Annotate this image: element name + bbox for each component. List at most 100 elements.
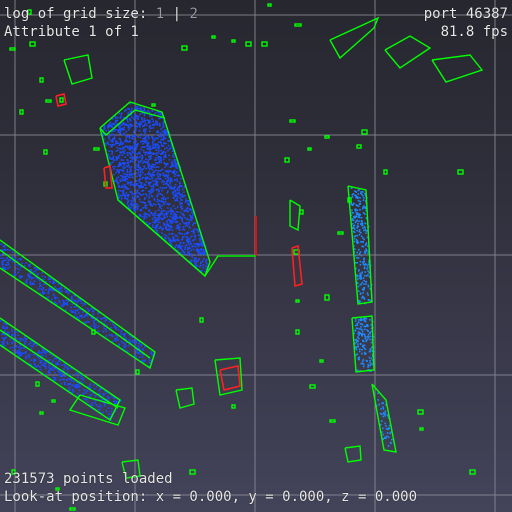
point <box>67 302 69 304</box>
point <box>45 289 47 291</box>
point <box>45 368 47 370</box>
point <box>170 226 172 228</box>
point <box>356 197 358 199</box>
point <box>57 362 59 364</box>
point <box>124 186 126 188</box>
point <box>96 385 98 387</box>
point <box>122 155 124 157</box>
point <box>361 297 363 299</box>
point <box>138 347 140 349</box>
point <box>155 204 157 206</box>
point <box>361 217 363 219</box>
point <box>61 383 63 385</box>
point <box>135 150 137 152</box>
point-cloud-points <box>0 103 395 447</box>
point <box>159 206 161 208</box>
point <box>123 151 125 153</box>
point <box>166 147 168 149</box>
point <box>30 284 32 286</box>
point <box>146 204 148 206</box>
point <box>108 138 110 140</box>
point <box>152 174 154 176</box>
point <box>116 327 118 329</box>
point <box>123 345 125 347</box>
point <box>161 232 163 234</box>
point <box>126 178 128 180</box>
point <box>160 128 162 130</box>
detection-marker <box>92 330 95 334</box>
point <box>121 159 123 161</box>
point <box>129 182 131 184</box>
point <box>136 192 138 194</box>
point <box>7 249 9 251</box>
point <box>114 338 116 340</box>
point <box>107 143 109 145</box>
point <box>52 290 54 292</box>
bounding-box <box>0 330 118 408</box>
point <box>151 212 153 214</box>
point <box>383 412 385 414</box>
point <box>189 241 191 243</box>
point <box>71 298 73 300</box>
point <box>187 248 189 250</box>
point <box>6 326 8 328</box>
point <box>159 175 161 177</box>
point <box>148 191 150 193</box>
point <box>45 356 47 358</box>
detection-marker <box>330 420 335 422</box>
point <box>111 411 113 413</box>
point <box>82 382 84 384</box>
point <box>163 131 165 133</box>
point <box>368 299 370 301</box>
point <box>41 362 43 364</box>
point <box>177 238 179 240</box>
point <box>137 345 139 347</box>
point <box>3 257 5 259</box>
point <box>140 137 142 139</box>
point <box>113 174 115 176</box>
point <box>170 208 172 210</box>
point <box>130 341 132 343</box>
point <box>58 364 60 366</box>
point <box>162 180 164 182</box>
point <box>141 135 143 137</box>
point <box>89 395 91 397</box>
point <box>77 301 79 303</box>
point <box>122 180 124 182</box>
point <box>158 142 160 144</box>
point <box>128 127 130 129</box>
point <box>138 185 140 187</box>
point <box>53 377 55 379</box>
point <box>362 296 364 298</box>
point <box>117 181 119 183</box>
point <box>157 185 159 187</box>
point <box>154 138 156 140</box>
point <box>105 335 107 337</box>
point <box>363 318 365 320</box>
point <box>42 290 44 292</box>
point <box>361 334 363 336</box>
point <box>143 146 145 148</box>
point <box>158 209 160 211</box>
point <box>44 292 46 294</box>
point <box>49 354 51 356</box>
point <box>365 336 367 338</box>
point <box>155 229 157 231</box>
point <box>130 168 132 170</box>
detection-marker <box>152 104 155 106</box>
point <box>133 207 135 209</box>
point <box>167 197 169 199</box>
point <box>150 182 152 184</box>
point <box>189 214 191 216</box>
point <box>359 229 361 231</box>
point <box>137 183 139 185</box>
point <box>184 223 186 225</box>
point <box>123 342 125 344</box>
point <box>30 345 32 347</box>
point <box>162 139 164 141</box>
point <box>155 225 157 227</box>
point <box>138 124 140 126</box>
point <box>115 338 117 340</box>
